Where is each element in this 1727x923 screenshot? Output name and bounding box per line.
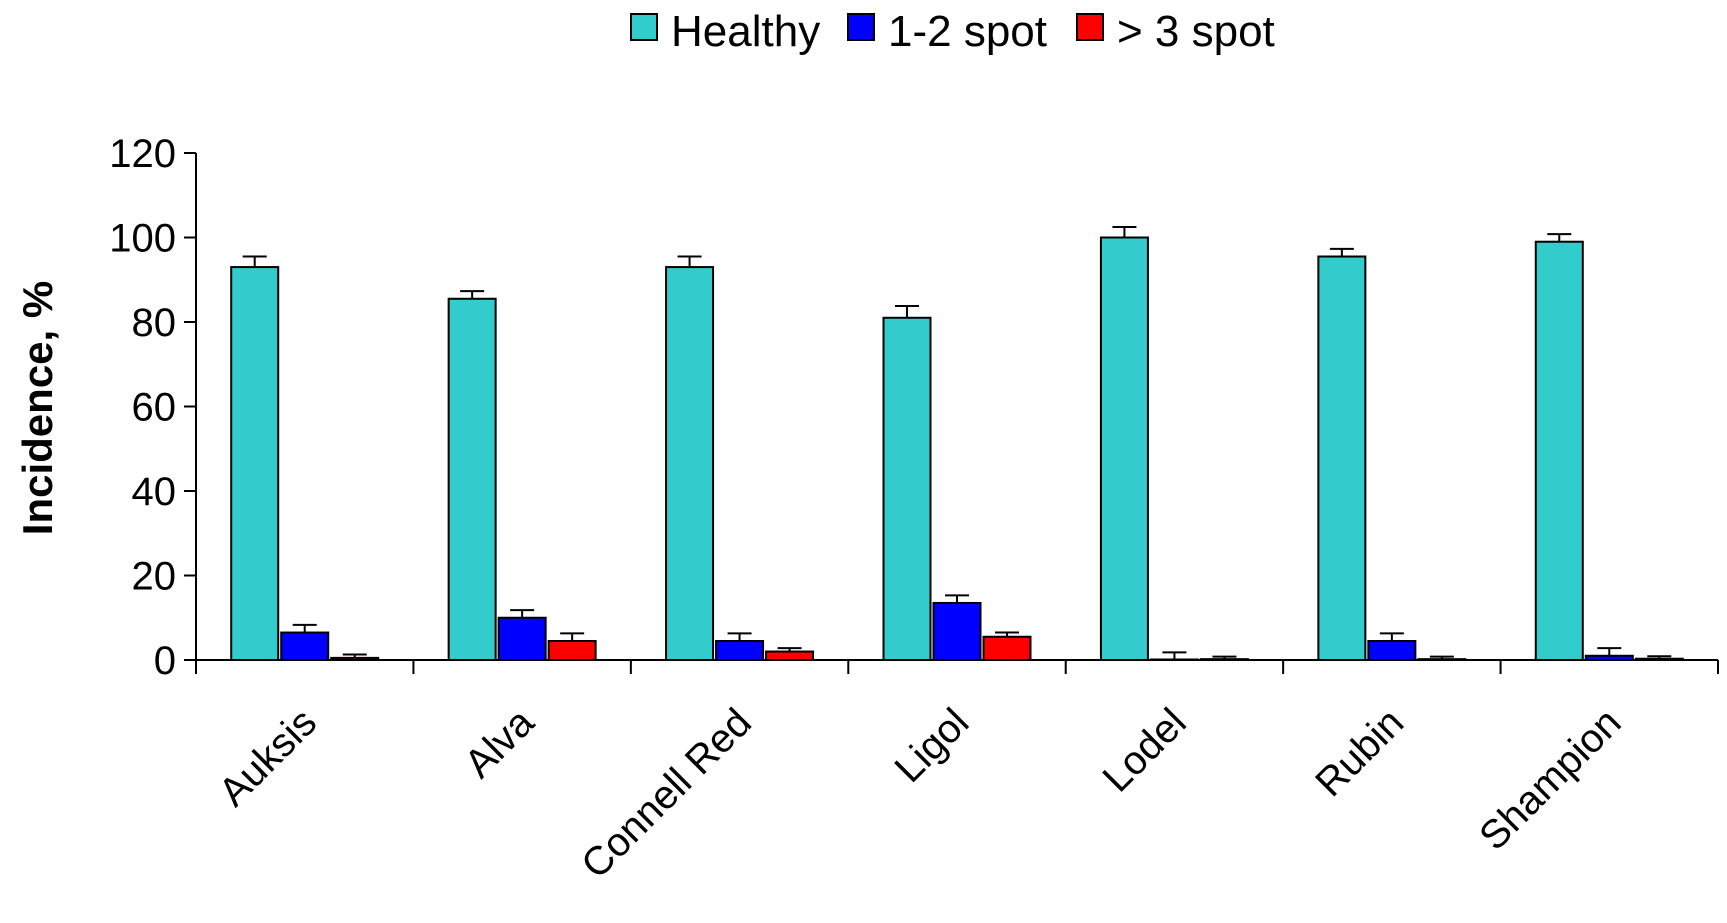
y-tick-label: 120 [109, 132, 176, 176]
y-tick-label: 20 [132, 555, 177, 599]
legend-label: > 3 spot [1117, 7, 1275, 56]
y-axis: 0 20 40 60 80 100 120 [109, 132, 197, 683]
bar-1-2-spot-shampion [1584, 654, 1634, 662]
bars-group [230, 225, 1684, 662]
bar-3-spot-lodel [1199, 658, 1249, 662]
bar-1-2-spot-ligol [932, 601, 982, 662]
legend-swatch [630, 13, 658, 41]
y-tick-label: 60 [132, 386, 177, 430]
bar-healthy-lodel [1099, 236, 1149, 661]
x-axis: Auksis Alva Connell Red Ligol Lodel Rubin Sham… [195, 659, 1719, 887]
bar-3-spot-alva [547, 639, 597, 661]
legend: Healthy 1-2 spot > 3 spot [630, 7, 1275, 56]
bar-3-spot-connell-red [765, 650, 815, 661]
bar-healthy-auksis [230, 266, 280, 661]
y-axis-title: Incidence, % [14, 281, 61, 535]
bar-healthy-alva [447, 297, 497, 661]
bar-3-spot-ligol [982, 635, 1032, 662]
bar-1-2-spot-lodel [1149, 658, 1199, 661]
legend-swatch [847, 13, 875, 41]
y-tick-label: 40 [132, 470, 177, 514]
bar-healthy-rubin [1317, 255, 1367, 661]
bar-healthy-connell-red [665, 266, 715, 661]
legend-label: Healthy [671, 7, 820, 56]
bar-1-2-spot-alva [497, 616, 547, 661]
x-tick-label: Auksis [211, 700, 325, 814]
bar-healthy-ligol [882, 316, 932, 661]
x-tick-label: Ligol [886, 700, 977, 791]
bar-1-2-spot-connell-red [715, 639, 765, 661]
legend-label: 1-2 spot [888, 7, 1047, 56]
x-tick-label: Rubin [1307, 700, 1412, 805]
bar-healthy-shampion [1534, 240, 1584, 661]
bar-3-spot-auksis [330, 656, 380, 662]
y-tick-label: 80 [132, 301, 177, 345]
x-tick-label: Alva [456, 700, 543, 787]
bar-3-spot-rubin [1417, 658, 1467, 662]
x-tick-label: Connell Red [573, 700, 760, 887]
x-tick-label: Lodel [1094, 700, 1194, 800]
y-tick-label: 100 [109, 217, 176, 261]
y-tick-label: 0 [154, 639, 176, 683]
bar-1-2-spot-auksis [280, 631, 330, 661]
bar-3-spot-shampion [1634, 657, 1684, 661]
legend-swatch [1076, 13, 1104, 41]
x-tick-label: Shampion [1471, 700, 1629, 858]
bar-1-2-spot-rubin [1367, 639, 1417, 661]
